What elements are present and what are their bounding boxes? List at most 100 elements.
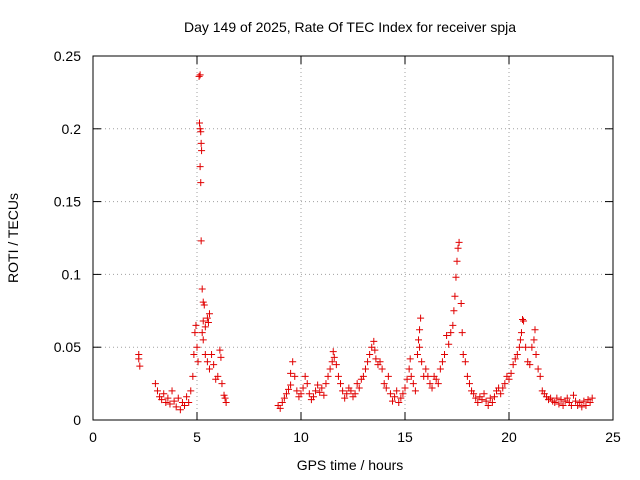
y-tick-label: 0.05 [54,339,81,355]
data-point [151,380,159,388]
data-point [482,397,490,405]
data-point [559,401,567,409]
data-point [428,384,436,392]
data-point [457,300,465,308]
data-point [197,139,205,147]
data-point [220,391,228,399]
data-point [189,372,197,380]
data-point [324,372,332,380]
data-point [221,394,229,402]
data-point [216,346,224,354]
data-point [497,390,505,398]
data-point [511,355,519,363]
data-point [316,388,324,396]
data-point [536,372,544,380]
data-point [507,369,515,377]
data-point [174,394,182,402]
data-point [382,384,390,392]
plot-frame [92,55,614,421]
data-point [366,350,374,358]
data-point [463,372,471,380]
data-point [470,390,478,398]
data-point [312,387,320,395]
data-point [576,399,584,407]
data-point [406,355,414,363]
data-point [172,403,180,411]
data-point [135,355,143,363]
data-point [517,329,525,337]
data-point [222,399,230,407]
data-point [276,404,284,412]
data-point [461,358,469,366]
x-tick-label: 20 [501,429,517,445]
data-point [488,399,496,407]
data-point [181,401,189,409]
data-point [426,380,434,388]
data-point [413,350,421,358]
data-point [322,380,330,388]
data-point [187,387,195,395]
data-point [580,397,588,405]
data-point [478,396,486,404]
data-point [449,321,457,329]
data-point [205,310,213,318]
data-point [445,340,453,348]
x-tick-label: 0 [89,429,97,445]
data-point [519,316,527,324]
data-point [472,394,480,402]
data-point [395,399,403,407]
data-points [135,71,596,414]
data-point [199,336,207,344]
data-point [551,399,559,407]
y-tick-label: 0 [73,412,81,428]
data-point [160,390,168,398]
data-point [278,399,286,407]
data-point [384,372,392,380]
y-axis-ticks: 0 0.05 0.1 0.15 0.2 0.25 [54,48,613,428]
data-point [397,394,405,402]
data-point [411,387,419,395]
data-point [195,72,203,80]
data-point [318,384,326,392]
data-point [204,318,212,326]
data-point [399,390,407,398]
data-point [409,380,417,388]
data-point [183,393,191,401]
data-point [376,358,384,366]
data-point [205,365,213,373]
data-point [515,343,523,351]
data-point [164,394,172,402]
data-point [534,365,542,373]
data-point [299,384,307,392]
x-tick-label: 15 [397,429,413,445]
data-point [370,337,378,345]
data-point [195,119,203,127]
data-point [218,380,226,388]
data-point [372,355,380,363]
data-point [359,372,367,380]
data-point [353,380,361,388]
data-point [588,394,596,402]
data-point [480,390,488,398]
data-point [197,179,205,187]
data-point [450,307,458,315]
data-point [190,350,198,358]
data-point [484,401,492,409]
data-point [168,387,176,395]
data-point [443,332,451,340]
data-point [280,394,288,402]
data-point [499,384,507,392]
data-point [572,397,580,405]
data-point [378,365,386,373]
data-point [285,385,293,393]
data-point [553,394,561,402]
data-point [291,372,299,380]
data-point [526,361,534,369]
data-point [289,358,297,366]
data-point [361,365,369,373]
data-point [422,365,430,373]
data-point [368,343,376,351]
data-point [330,353,338,361]
data-point [332,361,340,369]
data-point [458,329,466,337]
